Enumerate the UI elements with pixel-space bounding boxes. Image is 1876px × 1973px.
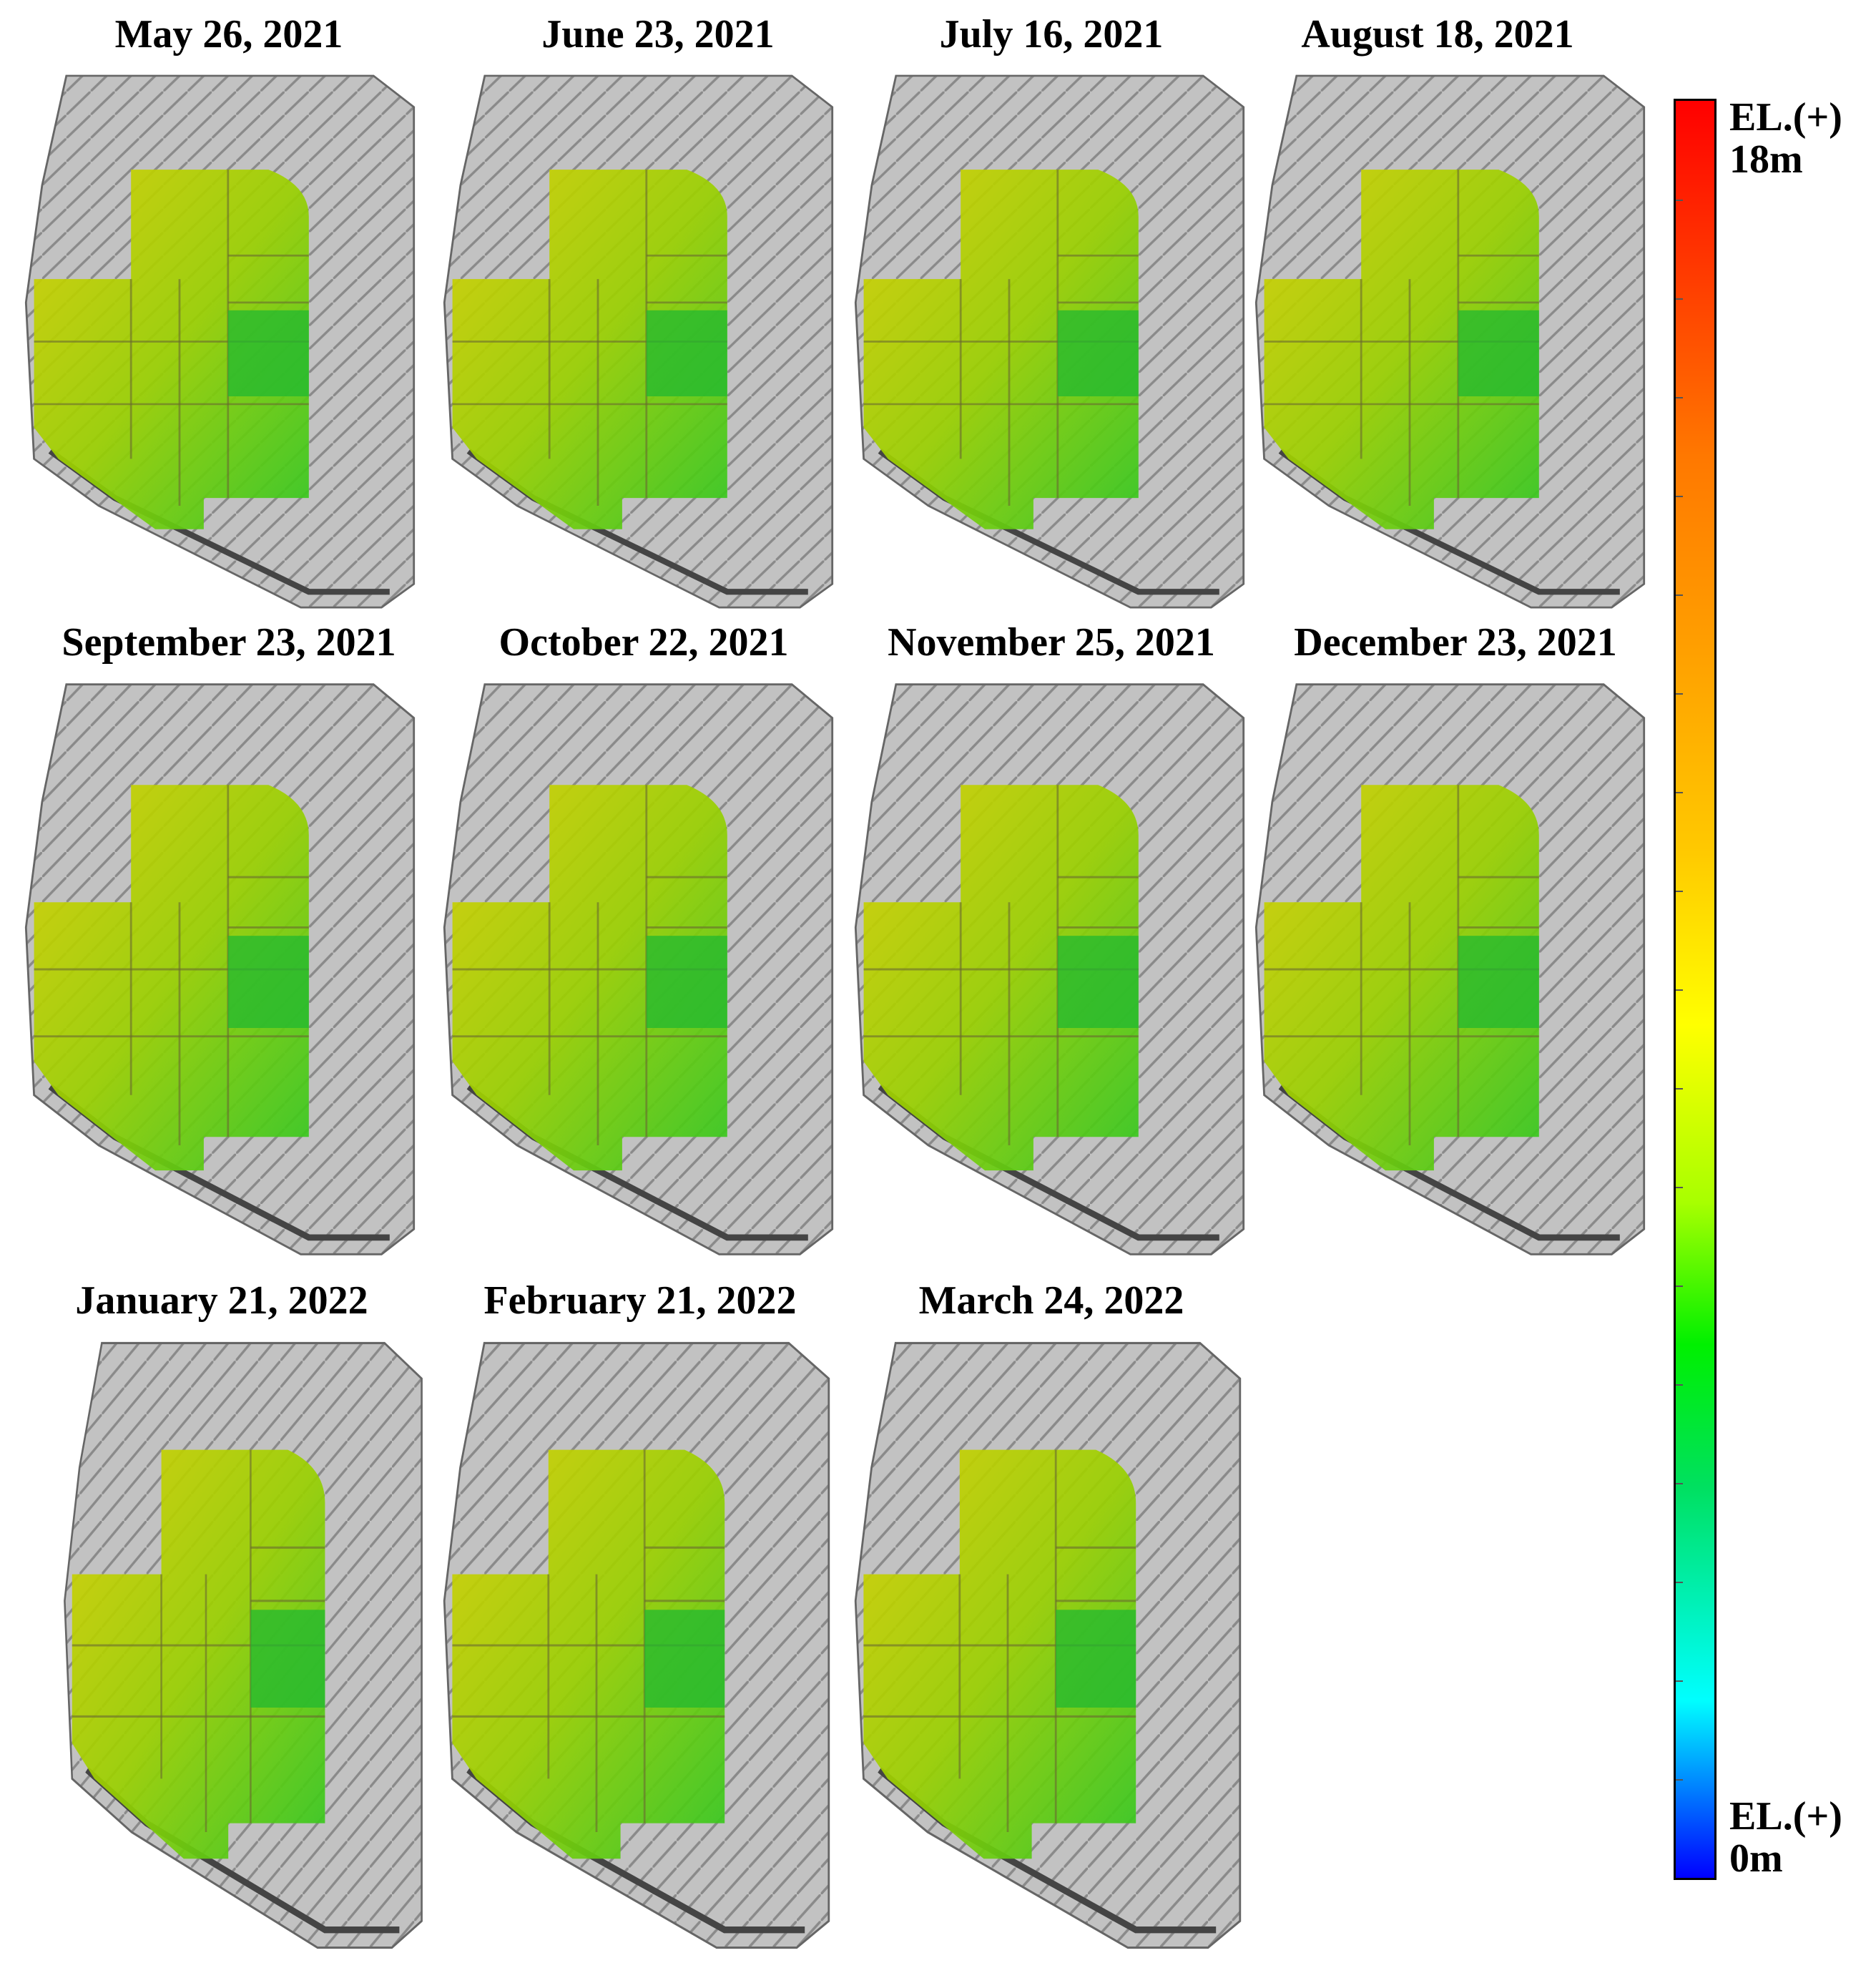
legend-bottom-value: 0m [1729,1836,1783,1881]
low-area [644,1610,725,1708]
colorbar-tick [1676,397,1683,398]
map-panel-may-2021 [18,68,422,615]
legend-top-label: EL.(+) 18m [1729,97,1842,181]
legend-bottom-label: EL.(+) 0m [1729,1796,1842,1880]
low-area [646,936,727,1028]
panel-title-aug-2021: August 18, 2021 [1301,12,1574,57]
map-panel-feb-2022 [436,1334,837,1957]
colorbar-tick [1676,1384,1683,1386]
colorbar-tick [1676,1088,1683,1090]
low-area [227,936,309,1028]
low-area [250,1610,325,1708]
elevation-overlay [72,1449,325,1859]
colorbar-tick [1676,1779,1683,1781]
low-area [646,310,727,396]
legend-top-label-text: EL.(+) [1729,95,1842,139]
terrain-svg [64,1341,423,1949]
colorbar-tick [1676,1680,1683,1682]
elevation-overlay [1264,785,1539,1171]
terrain-svg [443,74,834,609]
elevation-overlay [863,170,1139,529]
terrain-svg [443,1341,830,1949]
elevation-overlay [452,1449,725,1859]
panel-title-mar-2022: March 24, 2022 [918,1278,1184,1323]
elevation-overlay [863,1449,1136,1859]
low-area [1458,936,1539,1028]
colorbar-tick [1676,495,1683,497]
panel-title-jan-2022: January 21, 2022 [75,1278,368,1323]
panel-title-oct-2021: October 22, 2021 [499,620,789,665]
elevation-overlay [452,785,727,1171]
terrain-svg [854,74,1245,609]
terrain-svg [1254,74,1646,609]
map-panel-jun-2021 [436,68,840,615]
terrain-svg [24,683,416,1255]
map-panel-nov-2021 [848,676,1252,1263]
colorbar-tick [1676,1286,1683,1287]
legend-bottom-label-text: EL.(+) [1729,1794,1842,1839]
colorbar-tick [1676,989,1683,991]
elevation-overlay [34,170,309,529]
low-area [1057,310,1139,396]
panel-title-feb-2022: February 21, 2022 [483,1278,797,1323]
map-panel-jul-2021 [848,68,1252,615]
colorbar-tick [1676,1582,1683,1583]
panel-title-nov-2021: November 25, 2021 [888,620,1215,665]
terrain-svg [24,74,416,609]
panel-title-may-2021: May 26, 2021 [114,12,343,57]
colorbar-tick [1676,1483,1683,1484]
panel-title-dec-2021: December 23, 2021 [1294,620,1617,665]
map-panel-jan-2022 [57,1334,429,1957]
map-panel-dec-2021 [1248,676,1652,1263]
colorbar-tick [1676,199,1683,201]
elevation-overlay [863,785,1139,1171]
terrain-svg [854,683,1245,1255]
elevation-colorbar [1674,99,1717,1880]
legend-top-value: 18m [1729,137,1803,182]
map-panel-mar-2022 [848,1334,1248,1957]
elevation-overlay [34,785,309,1171]
terrain-svg [1254,683,1646,1255]
panel-title-jun-2021: June 23, 2021 [541,12,775,57]
colorbar-tick [1676,1187,1683,1188]
colorbar-tick [1676,594,1683,596]
panel-title-sep-2021: September 23, 2021 [62,620,396,665]
map-panel-aug-2021 [1248,68,1652,615]
low-area [1056,1610,1136,1708]
map-panel-sep-2021 [18,676,422,1263]
colorbar-tick [1676,693,1683,695]
terrain-svg [443,683,834,1255]
panel-title-jul-2021: July 16, 2021 [939,12,1164,57]
map-panel-oct-2021 [436,676,840,1263]
low-area [227,310,309,396]
terrain-svg [854,1341,1242,1949]
colorbar-tick [1676,298,1683,300]
elevation-overlay [452,170,727,529]
low-area [1458,310,1539,396]
low-area [1057,936,1139,1028]
colorbar-tick [1676,792,1683,793]
colorbar-tick [1676,890,1683,892]
elevation-overlay [1264,170,1539,529]
